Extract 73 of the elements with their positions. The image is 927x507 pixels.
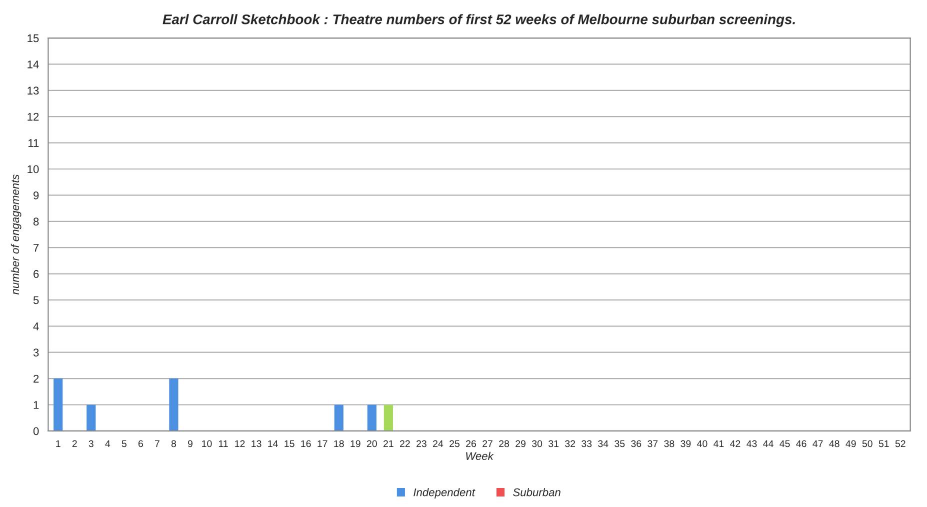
y-tick-label: 6 (34, 270, 39, 278)
x-tick-label: 26 (466, 440, 476, 448)
x-tick-label: 10 (202, 440, 212, 448)
x-tick-label: 24 (433, 440, 444, 448)
x-tick-label: 46 (796, 440, 806, 448)
legend-label: Suburban (513, 488, 560, 496)
y-tick-label: 13 (28, 86, 39, 95)
x-tick-label: 37 (648, 440, 658, 448)
x-tick-label: 3 (88, 440, 94, 448)
x-tick-label: 41 (714, 440, 724, 448)
y-tick-label: 8 (33, 218, 39, 226)
x-tick-label: 2 (72, 440, 77, 448)
x-tick-label: 48 (829, 440, 840, 448)
x-tick-label: 31 (548, 440, 559, 448)
x-tick-label: 14 (268, 440, 278, 448)
x-tick-label: 32 (565, 440, 576, 448)
x-tick-label: 6 (138, 440, 143, 448)
x-tick-label: 44 (763, 440, 774, 448)
x-tick-label: 39 (680, 440, 691, 448)
x-tick-label: 12 (235, 440, 245, 448)
y-tick-label: 14 (28, 60, 39, 68)
y-tick-label: 11 (28, 139, 39, 147)
y-axis-title: number of engagements (10, 174, 22, 295)
x-tick-label: 15 (284, 440, 294, 448)
x-tick-label: 51 (878, 440, 889, 448)
x-tick-label: 38 (664, 440, 674, 448)
y-tick-label: 9 (34, 191, 39, 200)
chart-title: Earl Carroll Sketchbook : Theatre numbers of first 52 weeks of Melbourne suburban screenings. (162, 14, 795, 28)
x-tick-label: 52 (895, 440, 906, 448)
x-tick-label: 17 (318, 440, 328, 448)
x-tick-label: 33 (582, 440, 592, 448)
x-tick-label: 29 (516, 440, 526, 448)
x-tick-label: 8 (171, 440, 176, 448)
x-tick-label: 50 (862, 440, 872, 448)
x-tick-label: 21 (384, 440, 394, 448)
x-tick-label: 35 (614, 440, 625, 448)
y-tick-label: 5 (33, 296, 39, 304)
x-tick-label: 9 (188, 440, 192, 448)
y-tick-label: 15 (28, 34, 39, 42)
x-tick-label: 5 (122, 440, 126, 448)
y-tick-label: 0 (33, 427, 39, 436)
x-tick-label: 34 (598, 440, 608, 448)
x-tick-label: 16 (301, 440, 311, 448)
x-tick-label: 25 (450, 440, 460, 448)
y-tick-label: 1 (34, 401, 39, 409)
x-tick-label: 43 (746, 440, 757, 448)
x-tick-label: 4 (105, 440, 110, 448)
y-tick-label: 2 (34, 374, 39, 383)
x-tick-label: 7 (155, 440, 160, 448)
x-tick-label: 47 (812, 440, 823, 448)
x-tick-label: 23 (416, 440, 426, 448)
x-tick-label: 22 (400, 440, 410, 448)
x-tick-label: 13 (252, 440, 262, 448)
x-tick-label: 27 (482, 440, 492, 448)
x-tick-label: 42 (730, 440, 740, 448)
x-tick-label: 20 (366, 440, 377, 448)
y-tick-label: 12 (28, 112, 39, 121)
x-axis-title: Week (466, 452, 494, 460)
x-tick-label: 19 (350, 440, 360, 448)
x-tick-label: 30 (532, 440, 542, 448)
legend-label: Independent (414, 488, 476, 498)
x-tick-label: 49 (846, 440, 856, 448)
y-tick-label: 10 (28, 165, 39, 174)
y-tick-label: 7 (34, 244, 39, 252)
y-tick-label: 3 (33, 348, 39, 356)
y-tick-label: 4 (33, 322, 39, 330)
x-tick-label: 11 (218, 440, 228, 448)
x-tick-label: 36 (631, 440, 642, 448)
x-tick-label: 45 (780, 440, 790, 448)
x-tick-label: 1 (56, 440, 60, 448)
x-tick-label: 40 (697, 440, 708, 448)
x-tick-label: 18 (334, 440, 344, 448)
x-tick-label: 28 (499, 440, 510, 448)
